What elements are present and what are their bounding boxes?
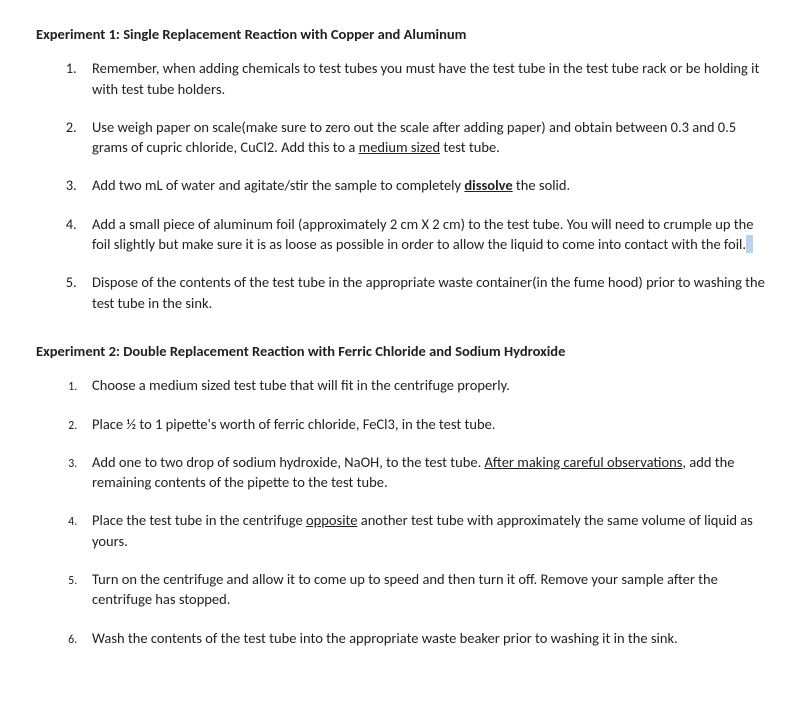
exp2-step-4-underline: opposite bbox=[306, 511, 357, 529]
exp2-step-6-text: Wash the contents of the test tube into … bbox=[92, 629, 678, 647]
exp2-step-4: Place the test tube in the centrifuge op… bbox=[80, 510, 769, 551]
exp1-step-1-text: Remember, when adding chemicals to test … bbox=[92, 59, 759, 97]
exp2-step-3: Add one to two drop of sodium hydroxide,… bbox=[80, 452, 769, 493]
exp2-step-5-text: Turn on the centrifuge and allow it to c… bbox=[92, 570, 718, 608]
exp2-step-4-text-a: Place the test tube in the centrifuge bbox=[92, 511, 306, 529]
exp2-step-1: Choose a medium sized test tube that wil… bbox=[80, 375, 769, 395]
exp2-step-5: Turn on the centrifuge and allow it to c… bbox=[80, 569, 769, 610]
experiment-1-title: Experiment 1: Single Replacement Reactio… bbox=[36, 24, 769, 44]
exp1-step-3: Add two mL of water and agitate/stir the… bbox=[80, 175, 769, 195]
exp2-step-2-text: Place ½ to 1 pipette's worth of ferric c… bbox=[92, 415, 495, 433]
exp1-step-3-underline: dissolve bbox=[464, 176, 512, 194]
exp1-step-5-text: Dispose of the contents of the test tube… bbox=[92, 273, 765, 311]
text-cursor-highlight bbox=[746, 235, 753, 253]
exp1-step-5: Dispose of the contents of the test tube… bbox=[80, 272, 769, 313]
exp1-step-2: Use weigh paper on scale(make sure to ze… bbox=[80, 117, 769, 158]
exp1-step-4-text: Add a small piece of aluminum foil (appr… bbox=[92, 215, 753, 253]
exp2-step-1-text: Choose a medium sized test tube that wil… bbox=[92, 376, 510, 394]
exp2-step-3-text-a: Add one to two drop of sodium hydroxide,… bbox=[92, 453, 485, 471]
exp1-step-2-underline: medium sized bbox=[359, 138, 440, 156]
experiment-1-steps: Remember, when adding chemicals to test … bbox=[36, 58, 769, 313]
exp1-step-2-text-b: test tube. bbox=[440, 138, 500, 156]
exp1-step-3-text-b: the solid. bbox=[513, 176, 571, 194]
exp1-step-3-text-a: Add two mL of water and agitate/stir the… bbox=[92, 176, 464, 194]
exp2-step-6: Wash the contents of the test tube into … bbox=[80, 628, 769, 648]
exp1-step-4: Add a small piece of aluminum foil (appr… bbox=[80, 214, 769, 255]
experiment-2-title: Experiment 2: Double Replacement Reactio… bbox=[36, 341, 769, 361]
exp1-step-1: Remember, when adding chemicals to test … bbox=[80, 58, 769, 99]
exp2-step-2: Place ½ to 1 pipette's worth of ferric c… bbox=[80, 414, 769, 434]
exp2-step-3-underline: After making careful observations bbox=[485, 453, 683, 471]
experiment-2-steps: Choose a medium sized test tube that wil… bbox=[36, 375, 769, 648]
